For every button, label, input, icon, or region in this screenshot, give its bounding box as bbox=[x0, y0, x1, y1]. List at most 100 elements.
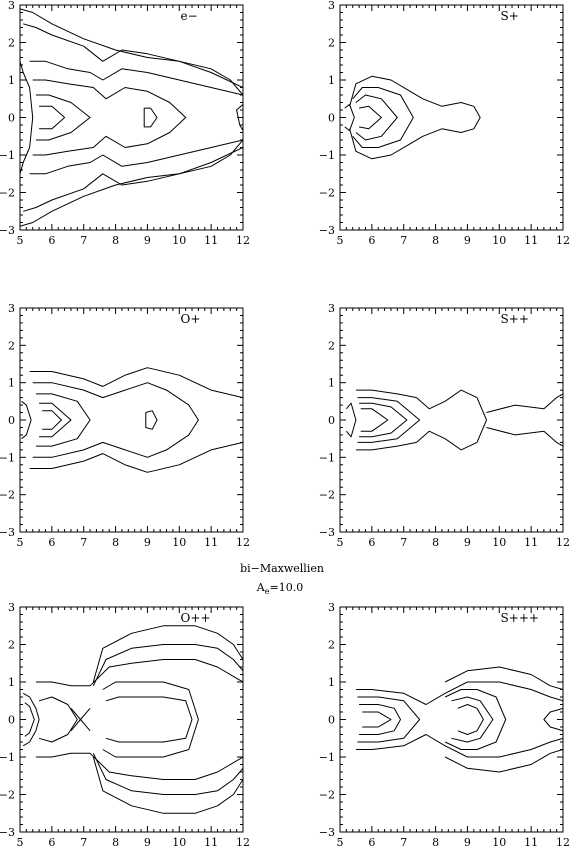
y-tick-label: 1 bbox=[8, 676, 15, 689]
x-tick-label: 5 bbox=[337, 234, 344, 247]
panel-label: O+ bbox=[181, 312, 201, 326]
contour-line bbox=[359, 704, 401, 735]
panel-label: S+ bbox=[501, 9, 519, 23]
y-tick-label: −3 bbox=[0, 826, 15, 839]
contour-line bbox=[29, 367, 243, 399]
x-tick-label: 8 bbox=[112, 536, 119, 549]
contour-line bbox=[236, 104, 243, 131]
x-tick-label: 7 bbox=[80, 836, 87, 849]
y-tick-label: 2 bbox=[328, 339, 335, 352]
contour-line bbox=[444, 749, 563, 773]
x-tick-label: 6 bbox=[48, 536, 55, 549]
x-tick-label: 11 bbox=[204, 536, 218, 549]
contour-line bbox=[35, 94, 91, 141]
contour-line bbox=[20, 61, 34, 174]
contour-line bbox=[92, 644, 243, 687]
y-tick-label: 3 bbox=[328, 601, 335, 614]
contour-line bbox=[344, 103, 355, 132]
panel-label: e− bbox=[181, 9, 198, 23]
contour-line bbox=[357, 397, 421, 443]
x-tick-label: 9 bbox=[464, 536, 471, 549]
y-tick-label: −1 bbox=[319, 451, 335, 464]
contour-line bbox=[486, 393, 563, 413]
x-tick-label: 9 bbox=[464, 234, 471, 247]
y-tick-label: −2 bbox=[0, 789, 15, 802]
x-tick-label: 8 bbox=[432, 836, 439, 849]
y-tick-label: 2 bbox=[8, 37, 15, 50]
x-tick-label: 9 bbox=[144, 836, 151, 849]
y-tick-label: 1 bbox=[8, 74, 15, 87]
plot-frame bbox=[339, 307, 564, 533]
contour-line bbox=[35, 659, 243, 687]
x-tick-label: 9 bbox=[144, 536, 151, 549]
x-tick-label: 9 bbox=[464, 836, 471, 849]
x-tick-label: 12 bbox=[236, 836, 250, 849]
x-tick-label: 10 bbox=[172, 836, 186, 849]
y-tick-label: −3 bbox=[319, 826, 335, 839]
contour-line bbox=[352, 87, 414, 148]
y-tick-label: 1 bbox=[328, 676, 335, 689]
contour-line bbox=[359, 105, 382, 130]
contour-lines bbox=[344, 75, 481, 160]
panel-label: S+++ bbox=[501, 611, 539, 625]
y-tick-label: 2 bbox=[8, 339, 15, 352]
contour-line bbox=[32, 382, 199, 458]
y-tick-label: 2 bbox=[328, 37, 335, 50]
contour-line bbox=[21, 400, 32, 440]
y-tick-label: −1 bbox=[0, 451, 15, 464]
y-tick-label: −2 bbox=[0, 489, 15, 502]
contour-line bbox=[35, 752, 243, 780]
y-tick-label: 2 bbox=[8, 639, 15, 652]
y-tick-label: −1 bbox=[319, 751, 335, 764]
caption-line-1: bi−Maxwellien bbox=[240, 562, 324, 575]
y-tick-label: 0 bbox=[328, 414, 335, 427]
caption-line-2-suffix: =10.0 bbox=[269, 581, 303, 594]
y-tick-label: 3 bbox=[328, 0, 335, 12]
x-tick-label: 8 bbox=[432, 536, 439, 549]
x-tick-label: 7 bbox=[80, 234, 87, 247]
x-tick-label: 11 bbox=[524, 836, 538, 849]
x-tick-label: 5 bbox=[337, 836, 344, 849]
contour-line bbox=[359, 402, 408, 438]
contour-line bbox=[39, 402, 72, 438]
contour-line bbox=[349, 75, 481, 160]
x-tick-label: 5 bbox=[17, 234, 24, 247]
caption-line-2-subscript: e bbox=[265, 587, 270, 596]
panel-label: O++ bbox=[181, 611, 211, 625]
y-tick-label: 0 bbox=[8, 414, 15, 427]
caption-line-2: Ae=10.0 bbox=[256, 581, 303, 596]
contour-line bbox=[29, 139, 243, 175]
x-tick-label: 5 bbox=[337, 536, 344, 549]
x-tick-label: 8 bbox=[112, 234, 119, 247]
contour-line bbox=[42, 410, 62, 430]
y-tick-label: −2 bbox=[319, 489, 335, 502]
contour-line bbox=[92, 625, 243, 683]
contour-line bbox=[102, 681, 199, 758]
y-tick-label: 0 bbox=[328, 112, 335, 125]
x-tick-label: 6 bbox=[368, 536, 375, 549]
y-tick-label: −3 bbox=[0, 526, 15, 539]
x-tick-label: 11 bbox=[524, 536, 538, 549]
caption-line-2-prefix: A bbox=[256, 581, 266, 594]
plot-frame bbox=[339, 606, 564, 833]
x-tick-label: 6 bbox=[368, 836, 375, 849]
contour-line bbox=[543, 707, 563, 732]
y-tick-label: −1 bbox=[0, 149, 15, 162]
x-tick-label: 5 bbox=[17, 536, 24, 549]
contour-line bbox=[29, 441, 243, 473]
x-tick-label: 8 bbox=[112, 836, 119, 849]
plot-frame bbox=[19, 307, 244, 533]
contour-line bbox=[355, 94, 398, 141]
contour-line bbox=[451, 696, 494, 743]
contour-line bbox=[444, 666, 563, 690]
y-tick-label: 2 bbox=[328, 639, 335, 652]
y-tick-label: −3 bbox=[319, 526, 335, 539]
x-tick-label: 7 bbox=[400, 836, 407, 849]
x-tick-label: 7 bbox=[400, 536, 407, 549]
x-tick-label: 10 bbox=[172, 536, 186, 549]
contour-line bbox=[346, 402, 357, 438]
contour-line bbox=[22, 692, 40, 747]
